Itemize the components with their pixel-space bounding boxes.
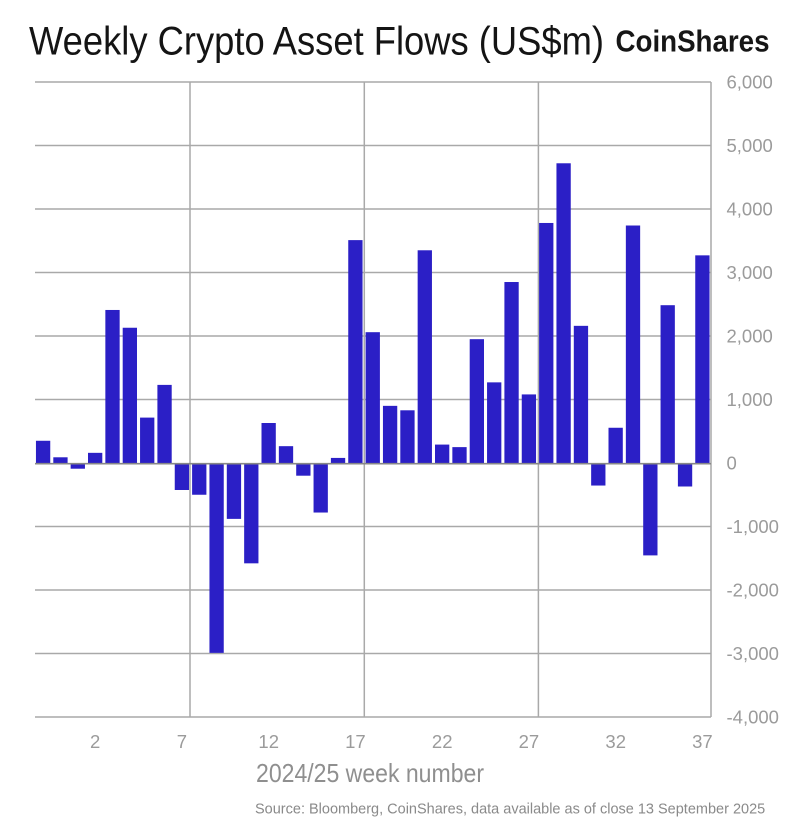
svg-text:1,000: 1,000 xyxy=(727,389,773,410)
svg-text:12: 12 xyxy=(258,731,279,752)
svg-text:22: 22 xyxy=(432,731,453,752)
svg-text:2024/25 week number: 2024/25 week number xyxy=(256,758,484,788)
svg-text:CoinShares: CoinShares xyxy=(616,24,770,59)
svg-text:6,000: 6,000 xyxy=(727,72,773,93)
svg-text:4,000: 4,000 xyxy=(727,199,773,220)
svg-text:-4,000: -4,000 xyxy=(727,707,779,728)
svg-text:-3,000: -3,000 xyxy=(727,643,779,664)
svg-text:-2,000: -2,000 xyxy=(727,580,779,601)
svg-text:17: 17 xyxy=(345,731,366,752)
svg-text:7: 7 xyxy=(177,731,187,752)
svg-text:27: 27 xyxy=(519,731,540,752)
svg-text:-1,000: -1,000 xyxy=(727,516,779,537)
svg-text:32: 32 xyxy=(605,731,626,752)
svg-text:2,000: 2,000 xyxy=(727,326,773,347)
svg-text:Weekly Crypto Asset Flows (US$: Weekly Crypto Asset Flows (US$m) xyxy=(29,20,604,64)
svg-text:5,000: 5,000 xyxy=(727,135,773,156)
svg-text:2: 2 xyxy=(90,731,100,752)
svg-text:3,000: 3,000 xyxy=(727,262,773,283)
svg-text:0: 0 xyxy=(727,453,737,474)
svg-text:37: 37 xyxy=(692,731,713,752)
svg-text:Source: Bloomberg, CoinShares,: Source: Bloomberg, CoinShares, data avai… xyxy=(255,802,765,818)
